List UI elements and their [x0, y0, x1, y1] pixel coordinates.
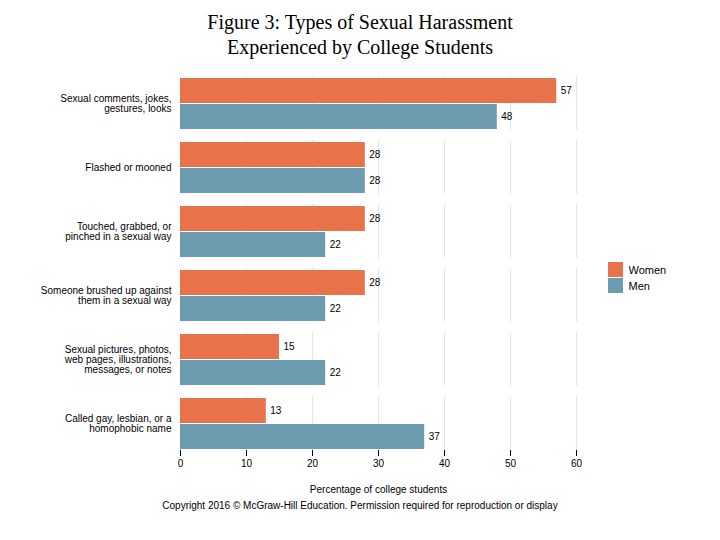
svg-text:13: 13 — [270, 405, 282, 416]
svg-text:28: 28 — [369, 149, 381, 160]
svg-text:15: 15 — [284, 341, 296, 352]
svg-text:Percentage of college students: Percentage of college students — [310, 484, 447, 495]
html-text:Men: Men — [628, 279, 650, 292]
svg-text:0: 0 — [178, 458, 184, 469]
svg-text:30: 30 — [373, 458, 385, 469]
svg-text:22: 22 — [330, 367, 342, 378]
svg-text:22: 22 — [330, 303, 342, 314]
svg-text:28: 28 — [369, 213, 381, 224]
svg-text:37: 37 — [429, 431, 441, 442]
svg-text:Flashed or mooned: Flashed or mooned — [85, 162, 171, 173]
svg-text:57: 57 — [561, 85, 573, 96]
html-text:Women: Women — [628, 263, 667, 276]
svg-text:Sexual comments, jokes,gesture: Sexual comments, jokes,gestures, looks — [60, 93, 171, 114]
svg-text:Someone brushed up againstthem: Someone brushed up againstthem in a sexu… — [41, 285, 172, 306]
svg-text:Touched, grabbed, orpinched in: Touched, grabbed, orpinched in a sexual … — [65, 221, 172, 242]
html-text:Figure 3: Types of Sexual Hara: Figure 3: Types of Sexual Harassment Exp… — [207, 11, 513, 58]
svg-text:60: 60 — [571, 458, 583, 469]
html-text:Copyright 2016 © McGraw-Hill E: Copyright 2016 © McGraw-Hill Education. … — [162, 500, 558, 511]
svg-text:Sexual pictures, photos,web pa: Sexual pictures, photos,web pages, illus… — [64, 344, 172, 375]
svg-text:40: 40 — [439, 458, 451, 469]
svg-text:48: 48 — [501, 111, 513, 122]
svg-text:50: 50 — [505, 458, 517, 469]
svg-text:20: 20 — [307, 458, 319, 469]
svg-text:28: 28 — [369, 175, 381, 186]
svg-text:22: 22 — [330, 239, 342, 250]
svg-text:10: 10 — [241, 458, 253, 469]
svg-text:Called gay, lesbian, or ahomop: Called gay, lesbian, or ahomophobic name — [65, 413, 172, 434]
svg-text:28: 28 — [369, 277, 381, 288]
